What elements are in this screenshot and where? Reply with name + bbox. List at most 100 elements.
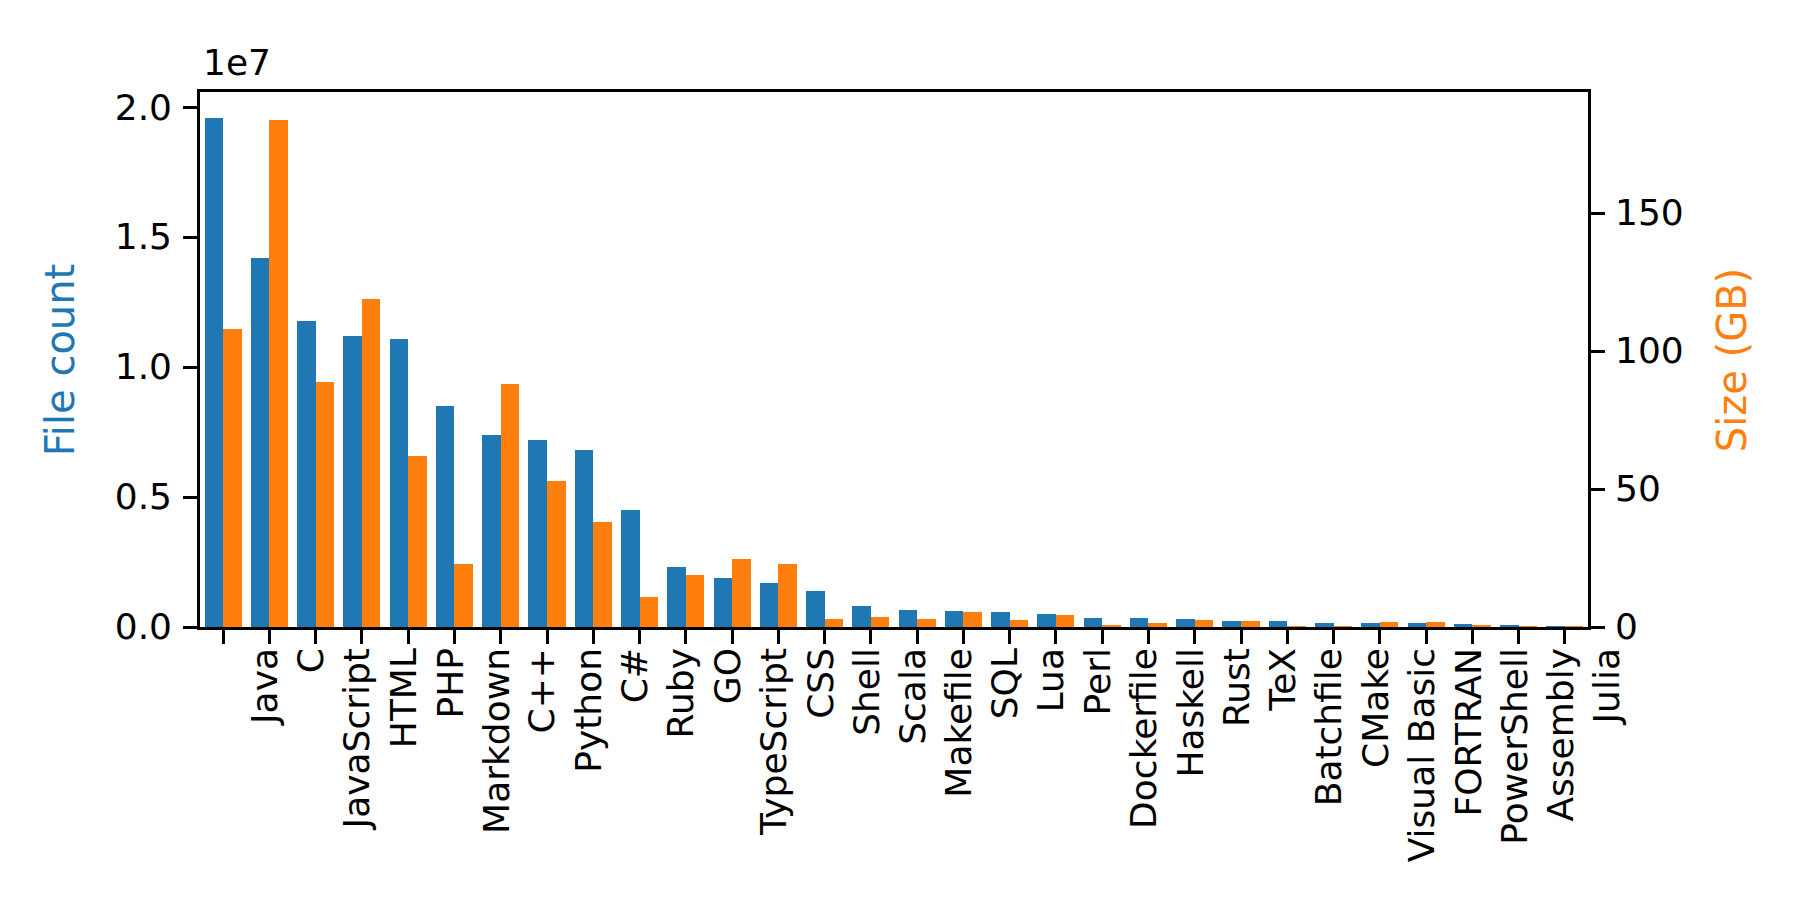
x-tick-mark	[592, 630, 595, 644]
bar-size-gb-perl	[1056, 615, 1075, 627]
left-y-tick-label: 1.0	[30, 346, 172, 388]
x-tick-label-javascript: JavaScript	[337, 648, 379, 828]
bar-file-count-batchfile	[1269, 621, 1288, 627]
bar-file-count-java	[205, 118, 224, 627]
x-tick-label-java: Java	[244, 648, 286, 724]
x-tick-label-makefile: Makefile	[938, 648, 980, 798]
bar-file-count-css	[760, 583, 779, 627]
x-tick-mark	[638, 630, 641, 644]
bar-file-count-dockerfile	[1084, 618, 1103, 627]
bar-size-gb-haskell	[1148, 623, 1167, 627]
bar-size-gb-html	[362, 299, 381, 627]
bar-file-count-perl	[1037, 614, 1056, 627]
x-tick-label-powershell: PowerShell	[1493, 648, 1535, 845]
left-y-tick-label: 2.0	[30, 87, 172, 129]
bar-file-count-visual-basic	[1361, 623, 1380, 627]
x-tick-mark	[684, 630, 687, 644]
bar-file-count-c-	[482, 435, 501, 627]
x-tick-label-batchfile: Batchfile	[1308, 648, 1350, 806]
bar-size-gb-makefile	[917, 619, 936, 627]
x-tick-mark	[1147, 630, 1150, 644]
x-tick-mark	[1193, 630, 1196, 644]
bar-file-count-c-	[575, 450, 594, 627]
x-tick-label-php: PHP	[429, 648, 471, 719]
bar-size-gb-cmake	[1334, 626, 1353, 627]
right-y-tick-label: 0	[1615, 606, 1638, 648]
bar-file-count-php	[390, 339, 409, 627]
x-tick-mark	[916, 630, 919, 644]
bar-size-gb-php	[408, 456, 427, 627]
x-tick-label-typescript: TypeScript	[753, 648, 795, 835]
x-tick-mark	[1286, 630, 1289, 644]
bar-size-gb-python	[547, 481, 566, 627]
x-tick-label-visual-basic: Visual Basic	[1401, 648, 1443, 862]
x-tick-label-rust: Rust	[1216, 648, 1258, 727]
bar-size-gb-typescript	[732, 559, 751, 627]
right-y-tick-mark	[1591, 488, 1605, 491]
x-tick-mark	[962, 630, 965, 644]
bar-size-gb-scala	[871, 617, 890, 627]
x-tick-mark	[360, 630, 363, 644]
x-tick-label-julia: Julia	[1586, 648, 1628, 724]
right-y-tick-label: 100	[1615, 330, 1684, 372]
x-tick-label-c: C	[290, 648, 332, 673]
bar-file-count-tex	[1222, 621, 1241, 627]
x-tick-label-sql: SQL	[984, 648, 1026, 719]
bar-file-count-makefile	[899, 610, 918, 627]
bar-size-gb-sql	[963, 612, 982, 627]
x-tick-label-go: GO	[707, 648, 749, 704]
x-tick-mark	[1240, 630, 1243, 644]
bar-file-count-ruby	[621, 510, 640, 627]
right-y-tick-label: 150	[1615, 192, 1684, 234]
bar-size-gb-dockerfile	[1102, 625, 1121, 627]
x-tick-mark	[1054, 630, 1057, 644]
x-tick-label-scala: Scala	[892, 648, 934, 745]
bar-chart-figure: 1e7 File count Size (GB) 0.00.51.01.52.0…	[0, 0, 1800, 900]
bar-file-count-haskell	[1130, 618, 1149, 627]
bar-file-count-typescript	[714, 578, 733, 627]
bar-size-gb-tex	[1241, 621, 1260, 627]
bar-file-count-powershell	[1454, 624, 1473, 627]
bar-size-gb-c-	[593, 522, 612, 627]
x-tick-label-fortran: FORTRAN	[1447, 648, 1489, 817]
left-y-tick-mark	[183, 106, 197, 109]
bar-size-gb-java	[223, 329, 242, 627]
x-tick-mark	[407, 630, 410, 644]
left-y-tick-mark	[183, 236, 197, 239]
bar-size-gb-javascript	[316, 382, 335, 627]
bar-file-count-javascript	[297, 321, 316, 627]
bar-size-gb-go	[686, 575, 705, 627]
bar-file-count-c	[251, 258, 270, 627]
bar-size-gb-ruby	[640, 597, 659, 627]
x-tick-label-html: HTML	[383, 648, 425, 748]
bar-file-count-julia	[1546, 626, 1565, 627]
bar-file-count-markdown	[436, 406, 455, 627]
x-tick-label-python: Python	[568, 648, 610, 773]
bar-size-gb-shell	[825, 619, 844, 627]
right-y-tick-mark	[1591, 626, 1605, 629]
bar-size-gb-assembly	[1519, 626, 1538, 627]
bar-size-gb-rust	[1195, 620, 1214, 627]
x-tick-label-c-: C#	[614, 648, 656, 703]
left-y-tick-label: 0.0	[30, 606, 172, 648]
bar-size-gb-powershell	[1472, 625, 1491, 627]
bar-size-gb-julia	[1565, 626, 1584, 627]
x-tick-mark	[268, 630, 271, 644]
x-tick-label-ruby: Ruby	[661, 648, 703, 738]
x-tick-label-lua: Lua	[1031, 648, 1073, 712]
x-tick-label-assembly: Assembly	[1540, 648, 1582, 822]
x-tick-mark	[1517, 630, 1520, 644]
right-axis-label-size-gb: Size (GB)	[1709, 267, 1755, 451]
x-tick-label-c-: C++	[522, 648, 564, 733]
x-tick-mark	[1425, 630, 1428, 644]
x-tick-label-cmake: CMake	[1355, 648, 1397, 768]
bar-size-gb-fortran	[1426, 622, 1445, 627]
left-y-tick-mark	[183, 496, 197, 499]
x-tick-label-perl: Perl	[1077, 648, 1119, 715]
left-y-tick-mark	[183, 366, 197, 369]
x-tick-mark	[1563, 630, 1566, 644]
bar-file-count-lua	[991, 612, 1010, 627]
x-tick-mark	[777, 630, 780, 644]
right-y-tick-mark	[1591, 212, 1605, 215]
x-tick-label-css: CSS	[799, 648, 841, 719]
